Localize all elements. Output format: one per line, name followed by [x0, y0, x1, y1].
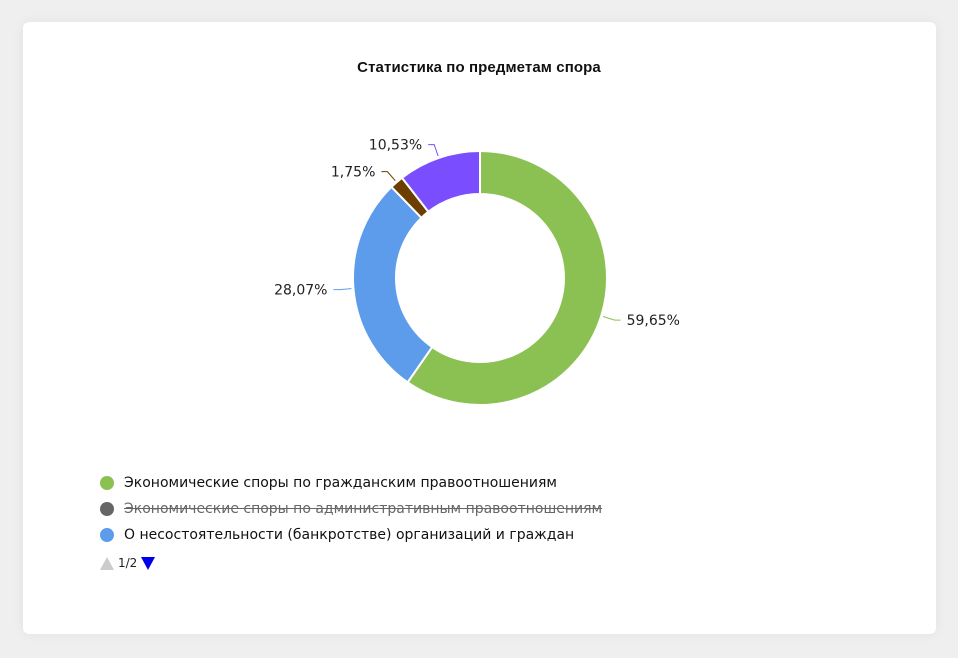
legend-pager: 1/2 — [100, 556, 602, 570]
legend-dot-icon — [100, 528, 114, 542]
legend-item-civil-disputes[interactable]: Экономические споры по гражданским право… — [100, 470, 602, 496]
legend-dot-icon — [100, 476, 114, 490]
legend-prev-page-icon[interactable] — [100, 556, 114, 570]
legend-next-page-icon[interactable] — [141, 556, 156, 570]
legend-item-administrative-disputes[interactable]: Экономические споры по административным … — [100, 496, 602, 522]
slice-percent-label: 1,75% — [331, 165, 375, 181]
slice-percent-label: 59,65% — [627, 313, 680, 329]
legend-item-bankruptcy[interactable]: О несостоятельности (банкротстве) органи… — [100, 522, 602, 548]
legend: Экономические споры по гражданским право… — [100, 470, 602, 570]
donut-slice[interactable] — [406, 150, 608, 406]
label-leader-line — [602, 316, 621, 321]
label-leader-line — [428, 144, 439, 157]
chart-title: Статистика по предметам спора — [357, 59, 601, 76]
chart-card — [23, 22, 936, 634]
slice-percent-label: 10,53% — [369, 138, 422, 154]
label-leader-line — [381, 171, 396, 182]
slice-percent-label: 28,07% — [274, 283, 327, 299]
label-leader-line — [333, 288, 352, 291]
legend-dot-icon — [100, 502, 114, 516]
donut-slice[interactable] — [400, 150, 481, 213]
legend-page-indicator: 1/2 — [118, 556, 138, 570]
